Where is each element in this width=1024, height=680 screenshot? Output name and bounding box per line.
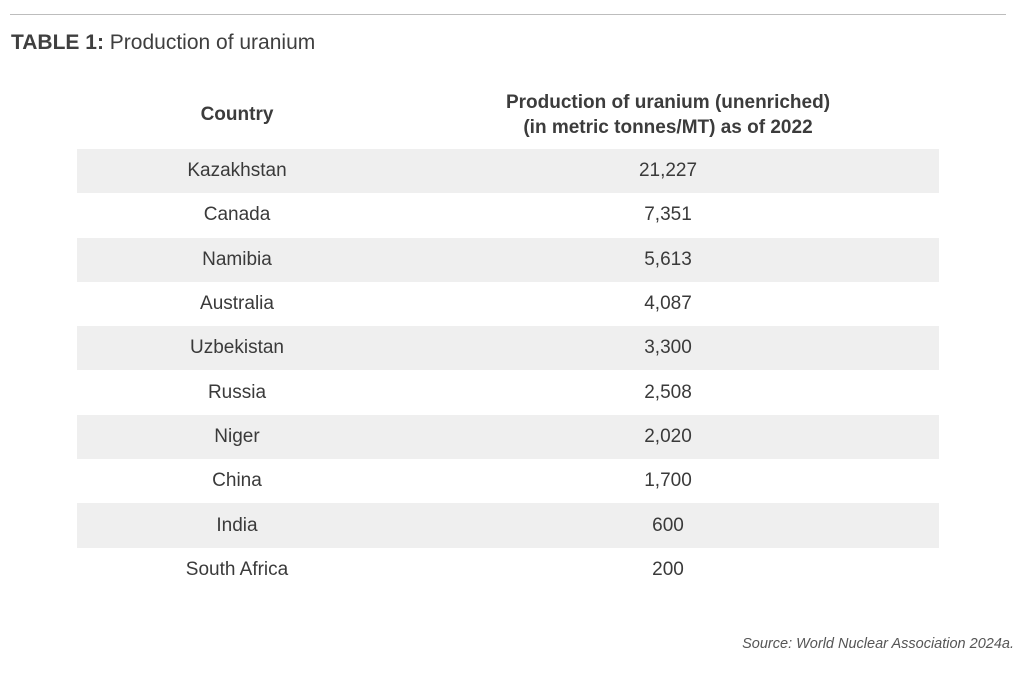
table-row: Niger 2,020 [77, 414, 939, 460]
caption-title: Production of uranium [109, 31, 316, 54]
country-cell: South Africa [185, 558, 289, 580]
table-caption: TABLE 1: Production of uranium [11, 29, 315, 57]
header-production: Production of uranium (unenriched) (in m… [397, 90, 939, 140]
table-row: Australia 4,087 [77, 282, 939, 326]
table-row: Uzbekistan 3,300 [77, 326, 939, 371]
table-row: Russia 2,508 [77, 370, 939, 414]
country-cell: Canada [203, 204, 271, 226]
top-divider [10, 14, 1006, 15]
production-cell: 21,227 [638, 160, 698, 182]
table-row: Canada 7,351 [77, 193, 939, 237]
country-cell: India [216, 514, 258, 536]
table-row: China 1,700 [77, 459, 939, 503]
country-cell: China [212, 470, 262, 492]
production-cell: 600 [652, 514, 684, 536]
production-cell: 1,700 [644, 470, 692, 492]
table-header-row: Country Production of uranium (unenriche… [77, 80, 939, 149]
table-row: South Africa 200 [77, 548, 939, 592]
production-cell: 2,020 [644, 425, 692, 447]
table-row: Kazakhstan 21,227 [77, 149, 939, 194]
production-cell: 7,351 [644, 204, 692, 226]
table-row: India 600 [77, 503, 939, 548]
uranium-table: Country Production of uranium (unenriche… [77, 80, 939, 592]
country-cell: Uzbekistan [190, 337, 284, 359]
header-production-line1: Production of uranium (unenriched) [505, 91, 831, 113]
country-cell: Kazakhstan [187, 160, 287, 182]
country-cell: Namibia [202, 248, 272, 270]
table-body: Kazakhstan 21,227 Canada 7,351 Namibia 5… [77, 149, 939, 592]
production-cell: 3,300 [644, 337, 692, 359]
source-note: Source: World Nuclear Association 2024a. [742, 636, 1014, 652]
production-cell: 200 [652, 558, 684, 580]
header-production-line2: (in metric tonnes/MT) as of 2022 [523, 116, 813, 138]
country-cell: Australia [200, 293, 274, 315]
production-cell: 4,087 [644, 293, 692, 315]
country-cell: Niger [214, 425, 260, 447]
production-cell: 2,508 [644, 381, 692, 403]
caption-label: TABLE 1: [11, 31, 104, 54]
table-row: Namibia 5,613 [77, 237, 939, 282]
header-country: Country [200, 104, 274, 125]
country-cell: Russia [207, 381, 267, 403]
production-cell: 5,613 [644, 248, 692, 270]
